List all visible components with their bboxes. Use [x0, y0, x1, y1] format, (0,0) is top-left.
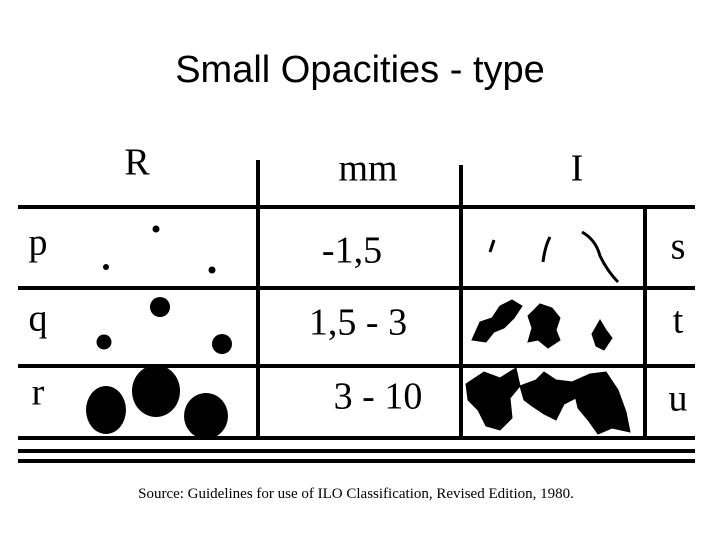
- round-opacities: [86, 225, 232, 439]
- header-cell: R: [124, 142, 150, 184]
- slide-title: Small Opacities - type: [175, 49, 545, 91]
- header-cell: I: [571, 148, 584, 190]
- row-label: p: [29, 222, 48, 264]
- row-label: t: [673, 300, 684, 342]
- source-note: Source: Guidelines for use of ILO Classi…: [138, 486, 574, 502]
- row-label: u: [669, 378, 688, 420]
- cell: 3 - 10: [334, 376, 423, 418]
- cell: 1,5 - 3: [309, 302, 407, 344]
- table: R mm I p -1,5 s q 1,5 - 3 t r 3 - 10 u: [18, 142, 695, 463]
- row-label: s: [671, 226, 686, 268]
- cell: -1,5: [322, 230, 382, 272]
- row-label: q: [29, 298, 48, 340]
- irregular-opacities: [465, 230, 631, 435]
- header-cell: mm: [338, 148, 397, 190]
- row-label: r: [32, 372, 45, 414]
